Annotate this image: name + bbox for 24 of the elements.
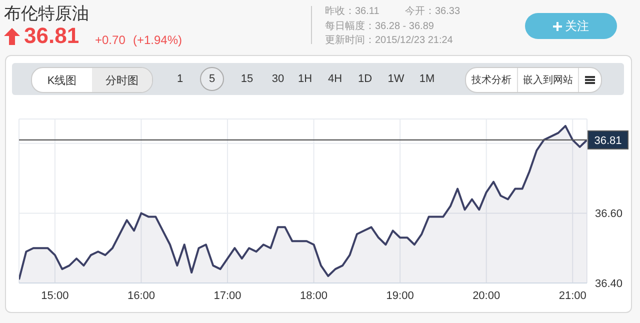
y-tick-label: 36.40 [595,278,623,290]
text: 1 5 15 30 1H 4H 1D 1W 1M [176,73,435,85]
x-tick-label: 17:00 [214,290,242,302]
x-tick-label: 15:00 [41,290,69,302]
x-tick-label: 16:00 [127,290,155,302]
text: 每日幅度：36.28 - 36.89 [325,20,434,33]
ref-line-label: 36.81 [594,134,622,147]
x-tick-label: 19:00 [386,290,414,302]
text: +0.70 [95,33,126,47]
y-tick-label: 36.60 [595,208,623,220]
text: 36.81 [24,23,80,49]
text: 嵌入到网站 [518,68,579,92]
x-tick-label: 20:00 [472,290,500,302]
text: K线图 [46,74,78,88]
text: 技术分析 [466,68,518,92]
text: (+1.94%) [133,33,182,47]
text: 关注 [565,18,589,34]
x-tick-label: 21:00 [558,290,586,302]
text: 昨收：36.11 [325,5,380,18]
text: 更新时间：2015/12/23 21:24 [325,34,453,47]
chart-title: 布伦特原油 [4,3,89,25]
text: 今开：36.33 [405,5,460,18]
x-tick-label: 18:00 [300,290,328,302]
text: 分时图 [92,68,152,92]
